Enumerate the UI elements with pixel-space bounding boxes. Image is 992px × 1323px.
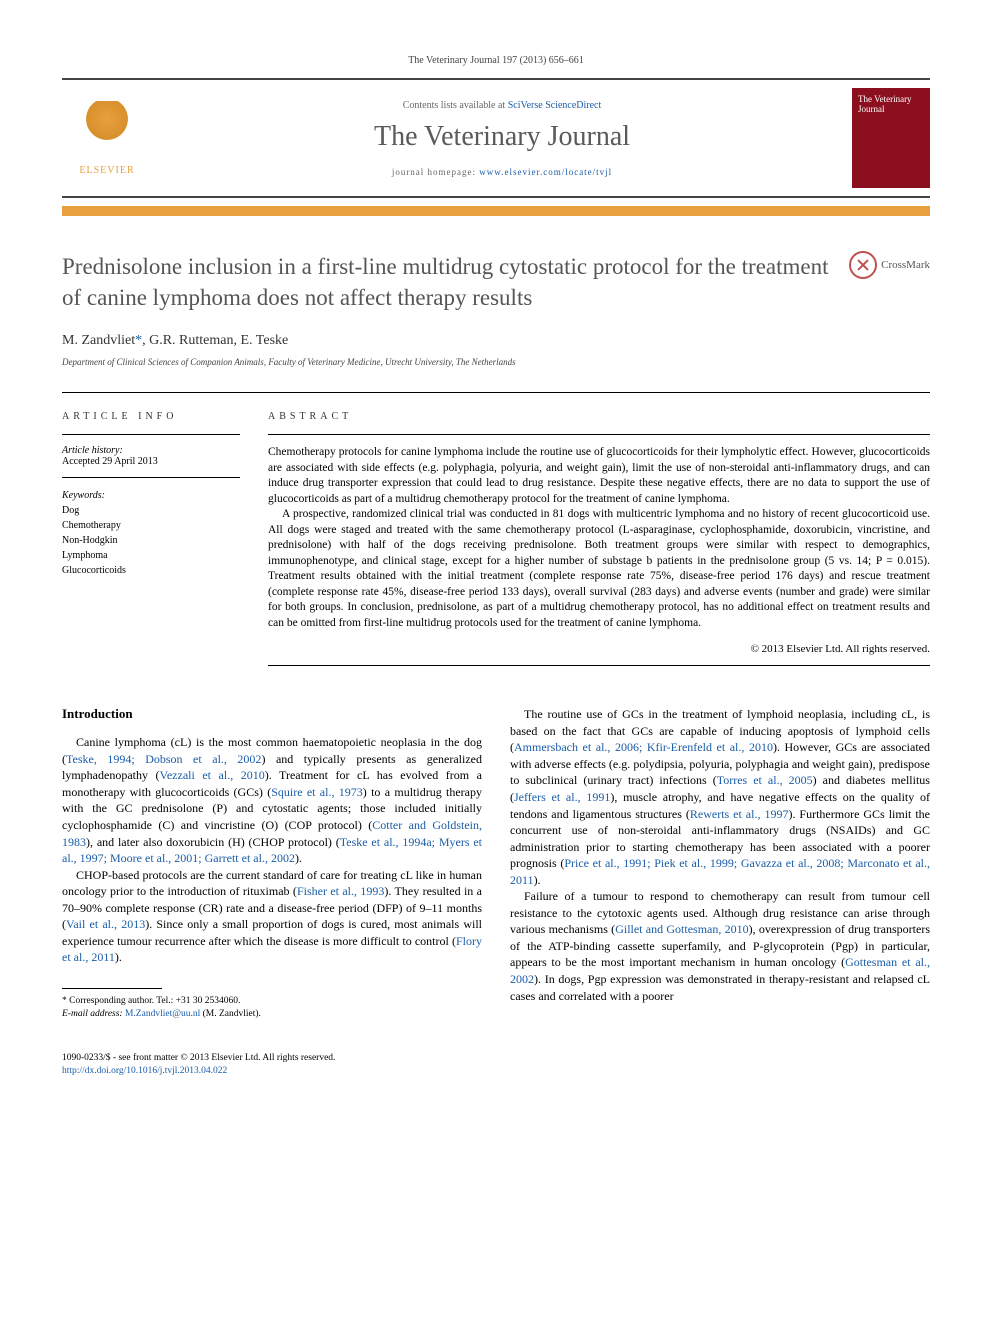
footer-issn: 1090-0233/$ - see front matter © 2013 El…: [62, 1052, 930, 1065]
running-head: The Veterinary Journal 197 (2013) 656–66…: [62, 55, 930, 66]
body-text-run: ), and later also doxorubicin (H) (CHOP …: [86, 835, 340, 849]
body-right-column: The routine use of GCs in the treatment …: [510, 706, 930, 1021]
body-text-run: ).: [295, 851, 302, 865]
author-list: M. Zandvliet*, G.R. Rutteman, E. Teske: [62, 333, 930, 349]
citation-link[interactable]: Price et al., 1991; Piek et al., 1999; G…: [510, 856, 930, 887]
body-two-column: Introduction Canine lymphoma (cL) is the…: [62, 706, 930, 1021]
crossmark-label: CrossMark: [881, 259, 930, 271]
body-text-run: ). In dogs, Pgp expression was demonstra…: [510, 972, 930, 1003]
article-history-label: Article history:: [62, 445, 240, 456]
citation-link[interactable]: Rewerts et al., 1997: [690, 807, 789, 821]
citation-link[interactable]: Teske, 1994; Dobson et al., 2002: [66, 752, 261, 766]
publisher-logo: ELSEVIER: [62, 91, 152, 186]
abstract-paragraph: A prospective, randomized clinical trial…: [268, 507, 930, 631]
page-footer: 1090-0233/$ - see front matter © 2013 El…: [62, 1052, 930, 1079]
keyword: Dog: [62, 503, 240, 518]
citation-link[interactable]: Vail et al., 2013: [66, 917, 145, 931]
crossmark-badge[interactable]: CrossMark: [849, 251, 930, 279]
citation-link[interactable]: Fisher et al., 1993: [297, 884, 384, 898]
body-left-column: Introduction Canine lymphoma (cL) is the…: [62, 706, 482, 1021]
article-info-label: ARTICLE INFO: [62, 411, 240, 422]
publisher-label: ELSEVIER: [79, 165, 134, 176]
body-paragraph: The routine use of GCs in the treatment …: [510, 706, 930, 888]
article-info-column: ARTICLE INFO Article history: Accepted 2…: [62, 411, 240, 666]
divider: [268, 665, 930, 666]
abstract-column: ABSTRACT Chemotherapy protocols for cani…: [268, 411, 930, 666]
corresponding-author-footnote: * Corresponding author. Tel.: +31 30 253…: [62, 995, 482, 1022]
journal-homepage-line: journal homepage: www.elsevier.com/locat…: [152, 167, 852, 177]
footnote-separator: [62, 988, 162, 989]
article-title: Prednisolone inclusion in a first-line m…: [62, 251, 829, 313]
author-2: G.R. Rutteman: [149, 333, 233, 348]
citation-link[interactable]: Ammersbach et al., 2006; Kfir-Erenfeld e…: [514, 740, 773, 754]
contents-prefix: Contents lists available at: [403, 100, 508, 111]
divider: [268, 434, 930, 435]
citation-link[interactable]: Jeffers et al., 1991: [514, 790, 610, 804]
keyword: Non-Hodgkin: [62, 533, 240, 548]
body-paragraph: Failure of a tumour to respond to chemot…: [510, 888, 930, 1004]
homepage-prefix: journal homepage:: [392, 167, 479, 177]
author-sep: ,: [234, 333, 241, 348]
cover-title: The Veterinary Journal: [858, 94, 924, 114]
keyword: Lymphoma: [62, 548, 240, 563]
footer-doi-link[interactable]: http://dx.doi.org/10.1016/j.tvjl.2013.04…: [62, 1065, 930, 1078]
citation-link[interactable]: Gillet and Gottesman, 2010: [615, 922, 748, 936]
body-paragraph: CHOP-based protocols are the current sta…: [62, 867, 482, 966]
article-history-value: Accepted 29 April 2013: [62, 456, 240, 467]
footnote-tel: * Corresponding author. Tel.: +31 30 253…: [62, 995, 482, 1008]
journal-cover-thumbnail: The Veterinary Journal: [852, 88, 930, 188]
body-text-run: ).: [115, 950, 122, 964]
journal-banner: ELSEVIER Contents lists available at Sci…: [62, 78, 930, 198]
footnote-email-suffix: (M. Zandvliet).: [200, 1009, 261, 1019]
author-1: M. Zandvliet: [62, 333, 135, 348]
homepage-link[interactable]: www.elsevier.com/locate/tvjl: [479, 167, 612, 177]
citation-link[interactable]: Torres et al., 2005: [717, 773, 813, 787]
abstract-paragraph: Chemotherapy protocols for canine lympho…: [268, 445, 930, 507]
divider: [62, 434, 240, 435]
divider: [62, 392, 930, 393]
abstract-label: ABSTRACT: [268, 411, 930, 422]
elsevier-tree-icon: [77, 101, 137, 161]
author-3: E. Teske: [241, 333, 289, 348]
footnote-email-link[interactable]: M.Zandvliet@uu.nl: [125, 1009, 200, 1019]
introduction-heading: Introduction: [62, 706, 482, 722]
journal-name: The Veterinary Journal: [152, 121, 852, 153]
contents-available-line: Contents lists available at SciVerse Sci…: [152, 100, 852, 111]
sciencedirect-link[interactable]: SciVerse ScienceDirect: [508, 100, 602, 111]
keyword: Chemotherapy: [62, 518, 240, 533]
keyword: Glucocorticoids: [62, 563, 240, 578]
keywords-label: Keywords:: [62, 488, 240, 503]
footnote-email-label: E-mail address:: [62, 1009, 125, 1019]
crossmark-icon: [849, 251, 877, 279]
orange-divider: [62, 206, 930, 216]
body-text-run: ).: [534, 873, 541, 887]
abstract-copyright: © 2013 Elsevier Ltd. All rights reserved…: [268, 643, 930, 655]
body-paragraph: Canine lymphoma (cL) is the most common …: [62, 734, 482, 866]
affiliation: Department of Clinical Sciences of Compa…: [62, 357, 930, 367]
citation-link[interactable]: Vezzali et al., 2010: [160, 768, 265, 782]
citation-link[interactable]: Squire et al., 1973: [271, 785, 363, 799]
